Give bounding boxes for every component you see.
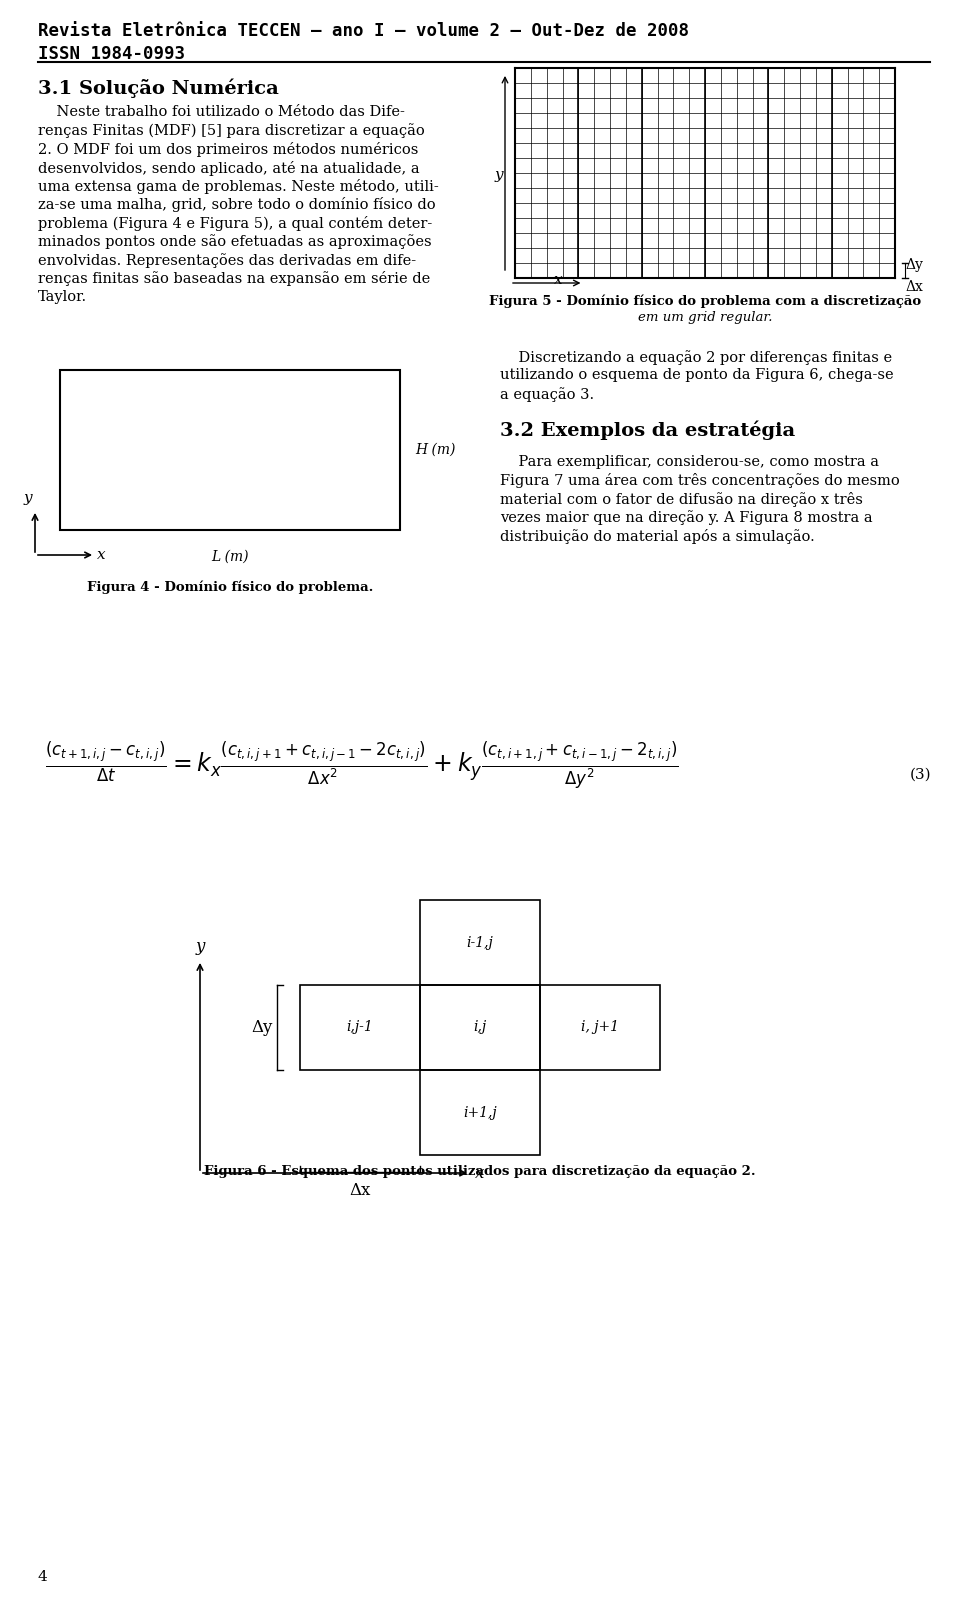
Text: material com o fator de difusão na direção x três: material com o fator de difusão na direç… [500, 492, 863, 507]
Text: Revista Eletrônica TECCEN – ano I – volume 2 – Out-Dez de 2008: Revista Eletrônica TECCEN – ano I – volu… [38, 22, 689, 40]
Text: desenvolvidos, sendo aplicado, até na atualidade, a: desenvolvidos, sendo aplicado, até na at… [38, 160, 420, 176]
Text: Figura 5 - Domínio físico do problema com a discretização: Figura 5 - Domínio físico do problema co… [489, 294, 921, 309]
Text: vezes maior que na direção y. A Figura 8 mostra a: vezes maior que na direção y. A Figura 8… [500, 510, 873, 526]
Text: i+1,j: i+1,j [463, 1105, 497, 1119]
Text: Discretizando a equação 2 por diferenças finitas e: Discretizando a equação 2 por diferenças… [500, 350, 892, 365]
Bar [300, 985, 420, 1070]
Text: Δy: Δy [252, 1019, 273, 1036]
Text: x: x [554, 273, 563, 286]
Text: x: x [97, 548, 106, 561]
Text: Para exemplificar, considerou-se, como mostra a: Para exemplificar, considerou-se, como m… [500, 456, 879, 469]
Bar [420, 985, 540, 1070]
Bar [60, 369, 400, 529]
Text: problema (Figura 4 e Figura 5), a qual contém deter-: problema (Figura 4 e Figura 5), a qual c… [38, 216, 432, 230]
Text: utilizando o esquema de ponto da Figura 6, chega-se: utilizando o esquema de ponto da Figura … [500, 368, 894, 382]
Text: Δy: Δy [905, 257, 923, 272]
Text: 2. O MDF foi um dos primeiros métodos numéricos: 2. O MDF foi um dos primeiros métodos nu… [38, 142, 419, 157]
Text: a equação 3.: a equação 3. [500, 387, 594, 401]
Text: i,j-1: i,j-1 [347, 1020, 373, 1035]
Text: em um grid regular.: em um grid regular. [637, 310, 772, 325]
Text: uma extensa gama de problemas. Neste método, utili-: uma extensa gama de problemas. Neste mét… [38, 179, 439, 193]
Text: Δx: Δx [905, 280, 923, 294]
Text: distribuição do material após a simulação.: distribuição do material após a simulaçã… [500, 529, 815, 544]
Text: i,j: i,j [473, 1020, 487, 1035]
Text: Figura 7 uma área com três concentrações do mesmo: Figura 7 uma área com três concentrações… [500, 473, 900, 489]
Text: Δx: Δx [349, 1182, 371, 1199]
Text: Figura 4 - Domínio físico do problema.: Figura 4 - Domínio físico do problema. [86, 580, 373, 593]
Text: (3): (3) [910, 768, 931, 782]
Text: renças Finitas (MDF) [5] para discretizar a equação: renças Finitas (MDF) [5] para discretiza… [38, 123, 424, 139]
Text: H (m): H (m) [415, 443, 455, 457]
Bar [420, 1070, 540, 1154]
Text: y: y [23, 491, 32, 505]
Bar [540, 985, 660, 1070]
Text: za-se uma malha, grid, sobre todo o domínio físico do: za-se uma malha, grid, sobre todo o domí… [38, 198, 436, 213]
Text: Taylor.: Taylor. [38, 289, 87, 304]
Text: ISSN 1984-0993: ISSN 1984-0993 [38, 45, 185, 62]
Text: Neste trabalho foi utilizado o Método das Dife-: Neste trabalho foi utilizado o Método da… [38, 106, 405, 118]
Text: renças finitas são baseadas na expansão em série de: renças finitas são baseadas na expansão … [38, 272, 430, 286]
Text: minados pontos onde são efetuadas as aproximações: minados pontos onde são efetuadas as apr… [38, 235, 432, 249]
Text: 3.1 Solução Numérica: 3.1 Solução Numérica [38, 78, 278, 98]
Text: Figura 6 - Esquema dos pontos utilizados para discretização da equação 2.: Figura 6 - Esquema dos pontos utilizados… [204, 1166, 756, 1178]
Text: 4: 4 [38, 1570, 48, 1585]
Text: envolvidas. Representações das derivadas em dife-: envolvidas. Representações das derivadas… [38, 253, 416, 269]
Text: x: x [475, 1164, 485, 1182]
Text: y: y [494, 168, 503, 182]
Text: L (m): L (m) [211, 550, 249, 564]
Text: $\frac{\left(c_{t+1,i,j}-c_{t,i,j}\right)}{\Delta t}=k_{x}\frac{\left(c_{t,i,j+1: $\frac{\left(c_{t+1,i,j}-c_{t,i,j}\right… [45, 740, 679, 792]
Bar [420, 900, 540, 985]
Text: y: y [195, 939, 204, 955]
Text: i, j+1: i, j+1 [581, 1020, 619, 1035]
Text: 3.2 Exemplos da estratégia: 3.2 Exemplos da estratégia [500, 421, 795, 440]
Text: i-1,j: i-1,j [467, 935, 493, 950]
